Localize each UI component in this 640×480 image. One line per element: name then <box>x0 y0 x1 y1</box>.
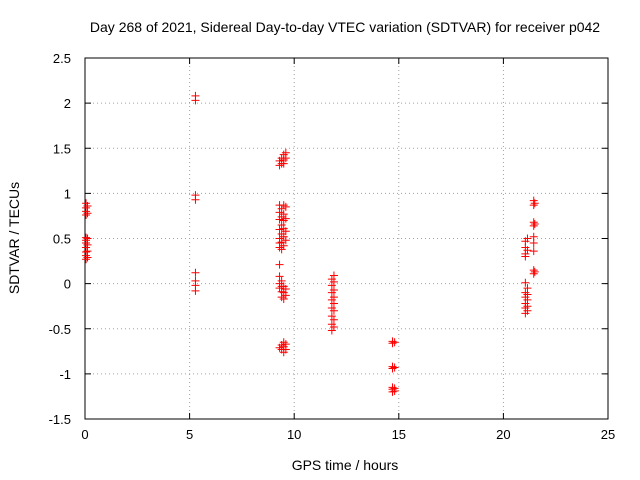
data-point-plus-marker <box>329 285 338 294</box>
y-axis-title: SDTVAR / TECUs <box>6 182 22 294</box>
data-point-plus-marker <box>388 364 397 373</box>
data-point-plus-marker <box>281 202 290 211</box>
data-point-plus-marker <box>279 201 288 210</box>
data-point-plus-marker <box>530 267 539 276</box>
data-point-plus-marker <box>329 277 338 286</box>
y-tick-label: -0.5 <box>49 322 71 337</box>
data-point-plus-marker <box>191 268 200 277</box>
data-point-plus-marker <box>523 306 532 315</box>
data-point-plus-marker <box>191 195 200 204</box>
data-point-plus-marker <box>83 253 92 262</box>
data-point-plus-marker <box>390 338 399 347</box>
data-point-plus-marker <box>529 247 538 256</box>
data-point-plus-marker <box>327 326 336 335</box>
data-point-plus-marker <box>281 345 290 354</box>
y-tick-label: 1 <box>64 186 71 201</box>
data-point-plus-marker <box>275 161 284 170</box>
data-point-plus-marker <box>281 227 290 236</box>
data-point-plus-marker <box>327 281 336 290</box>
x-tick-label: 20 <box>496 427 510 442</box>
data-point-plus-marker <box>277 220 286 229</box>
data-point-plus-marker <box>279 294 288 303</box>
data-point-plus-marker <box>277 238 286 247</box>
data-point-plus-marker <box>530 199 539 208</box>
data-point-plus-marker <box>529 269 538 278</box>
data-point-plus-marker <box>191 286 200 295</box>
data-point-plus-marker <box>523 246 532 255</box>
axis-ticks: 0 5 10 15 20 25 -1.5 -1 -0.5 0 0.5 1 1.5 2 2.5 <box>49 51 616 442</box>
data-point-plus-marker <box>277 293 286 302</box>
data-point-plus-marker <box>82 211 91 220</box>
y-tick-label: -1.5 <box>49 412 71 427</box>
x-tick-label: 25 <box>601 427 615 442</box>
data-point-plus-marker <box>275 208 284 217</box>
data-point-plus-marker <box>530 220 539 229</box>
data-point-plus-marker <box>83 202 92 211</box>
data-point-plus-marker <box>275 272 284 281</box>
data-point-plus-marker <box>277 245 286 254</box>
data-point-plus-marker <box>329 299 338 308</box>
y-tick-label: -1 <box>59 367 71 382</box>
x-tick-label: 10 <box>287 427 301 442</box>
data-point-plus-marker <box>281 214 290 223</box>
data-point-plus-marker <box>275 225 284 234</box>
x-tick-label: 5 <box>186 427 193 442</box>
data-point-plus-marker <box>191 96 200 105</box>
data-point-plus-marker <box>279 232 288 241</box>
data-point-plus-marker <box>329 306 338 315</box>
data-point-plus-marker <box>275 260 284 269</box>
data-point-plus-marker <box>329 322 338 331</box>
data-point-plus-marker <box>279 159 288 168</box>
x-tick-label: 0 <box>81 427 88 442</box>
data-point-plus-marker <box>281 291 290 300</box>
y-tick-label: 1.5 <box>53 141 71 156</box>
data-point-plus-marker <box>523 234 532 243</box>
y-tick-label: 2 <box>64 96 71 111</box>
data-point-plus-marker <box>275 243 284 252</box>
y-tick-label: 0.5 <box>53 232 71 247</box>
data-point-plus-marker <box>390 363 399 372</box>
x-axis-title: GPS time / hours <box>292 457 399 473</box>
data-point-plus-marker <box>82 255 91 264</box>
data-point-plus-marker <box>281 236 290 245</box>
y-tick-label: 0 <box>64 277 71 292</box>
data-point-plus-marker <box>277 204 286 213</box>
data-points <box>82 91 539 396</box>
data-point-plus-marker <box>279 216 288 225</box>
data-point-plus-marker <box>388 339 397 348</box>
grid-lines <box>85 58 608 419</box>
data-point-plus-marker <box>388 387 397 396</box>
data-point-plus-marker <box>521 252 530 261</box>
data-point-plus-marker <box>390 387 399 396</box>
x-tick-label: 15 <box>392 427 406 442</box>
data-point-plus-marker <box>529 201 538 210</box>
data-point-plus-marker <box>279 241 288 250</box>
chart-title: Day 268 of 2021, Sidereal Day-to-day VTE… <box>90 19 600 35</box>
data-point-plus-marker <box>521 278 530 287</box>
data-point-plus-marker <box>281 154 290 163</box>
data-point-plus-marker <box>275 284 284 293</box>
data-point-plus-marker <box>327 312 336 321</box>
data-point-plus-marker <box>83 209 92 218</box>
data-point-plus-marker <box>529 221 538 230</box>
data-point-plus-marker <box>329 315 338 324</box>
data-point-plus-marker <box>529 239 538 248</box>
y-tick-label: 2.5 <box>53 51 71 66</box>
